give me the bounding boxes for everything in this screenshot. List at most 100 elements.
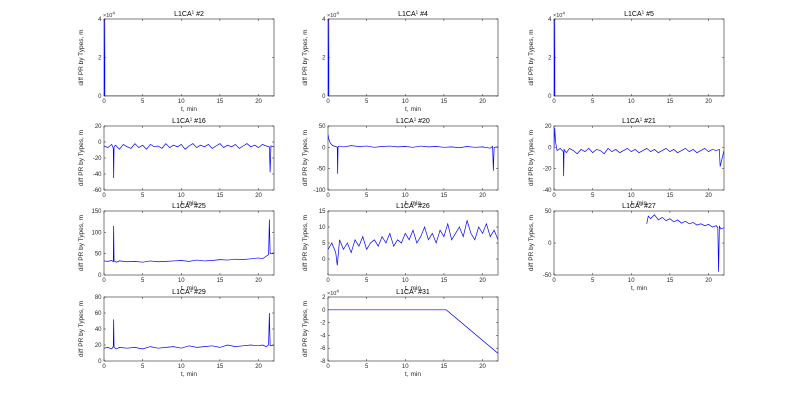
x-tick-label: 10 — [628, 193, 635, 199]
y-tick-label: 2 — [98, 56, 102, 62]
series-line — [328, 219, 498, 266]
y-tick-label: 0 — [98, 273, 102, 279]
x-tick-label: 5 — [141, 193, 145, 199]
y-tick-label: 20 — [545, 124, 552, 130]
y-tick-label: -50 — [317, 167, 326, 173]
y-tick-label: 0 — [322, 145, 326, 151]
y-tick-label: 100 — [91, 230, 102, 236]
x-axis-label: t, min — [631, 200, 647, 207]
x-tick-label: 0 — [326, 278, 330, 284]
y-tick-label: -6 — [320, 346, 326, 352]
series-line — [104, 219, 274, 263]
x-axis-label: t, min — [181, 106, 197, 113]
y-tick-label: 0 — [98, 359, 102, 365]
panel-4: 0 5 10 15 20 -60 -40 -20 0 20 L1CA1 #16 t, min diff … — [78, 117, 275, 207]
y-tick-label: 50 — [545, 209, 552, 215]
y-axis-label: diff PR by Types, m — [78, 130, 85, 186]
x-axis-label: t, min — [405, 200, 421, 207]
y-exponent-label: ×104 — [327, 11, 339, 20]
x-tick-label: 10 — [178, 364, 185, 370]
series-line — [646, 214, 724, 272]
y-axis-label: diff PR by Types, m — [528, 215, 535, 271]
plot-area — [553, 210, 725, 276]
x-tick-label: 0 — [102, 193, 106, 199]
y-tick-label: 15 — [319, 209, 326, 215]
x-tick-label: 10 — [402, 99, 409, 105]
panel-title: L1CA1 #16 — [172, 117, 206, 126]
panel-title: L1CA1 #31 — [396, 288, 430, 297]
x-tick-label: 10 — [178, 278, 185, 284]
series-line — [328, 309, 498, 354]
panel-title: L1CA1 #5 — [624, 10, 654, 19]
panel-3: 0 5 10 15 20 0 2 4×104 L1CA1 #5 diff PR by Types,… — [528, 10, 725, 105]
y-tick-label: 2 — [322, 295, 326, 301]
y-tick-label: -4 — [320, 333, 326, 339]
x-tick-label: 15 — [441, 193, 448, 199]
x-tick-label: 15 — [667, 99, 674, 105]
y-tick-label: 4 — [98, 17, 102, 23]
panel-title: L1CA1 #29 — [172, 288, 206, 297]
x-tick-label: 15 — [217, 99, 224, 105]
panel-title: L1CA1 #26 — [396, 202, 430, 211]
x-tick-label: 0 — [552, 193, 556, 199]
panel-title: L1CA1 #21 — [622, 117, 656, 126]
panel-2: 0 5 10 15 20 0 2 4×104 L1CA1 #4 t, min diff PR by … — [302, 10, 499, 113]
y-tick-label: 20 — [95, 124, 102, 130]
y-axis-label: diff PR by Types, m — [528, 29, 535, 85]
y-tick-label: 4 — [322, 17, 326, 23]
x-tick-label: 10 — [402, 193, 409, 199]
x-tick-label: 0 — [552, 278, 556, 284]
x-axis-label: t, min — [181, 371, 197, 378]
x-axis-label: t, min — [405, 285, 421, 292]
x-axis-label: t, min — [181, 200, 197, 207]
series-line — [104, 312, 274, 350]
x-tick-label: 0 — [102, 99, 106, 105]
panel-title: L1CA1 #2 — [174, 10, 204, 19]
x-tick-label: 10 — [628, 99, 635, 105]
x-tick-label: 20 — [255, 193, 262, 199]
plot-area — [553, 18, 725, 97]
x-axis-label: t, min — [631, 285, 647, 292]
x-tick-label: 5 — [365, 278, 369, 284]
x-tick-label: 5 — [141, 364, 145, 370]
y-axis-label: diff PR by Types, m — [302, 29, 309, 85]
y-tick-label: 40 — [95, 327, 102, 333]
y-exponent-label: ×104 — [553, 11, 565, 20]
x-tick-label: 20 — [255, 99, 262, 105]
series-line — [328, 134, 498, 174]
plot-area — [327, 125, 499, 191]
y-axis-label: diff PR by Types, m — [302, 130, 309, 186]
plot-area — [327, 210, 499, 276]
panel-6: 0 5 10 15 20 -40 -20 0 20 L1CA1 #21 t, min diff PR … — [528, 117, 725, 207]
x-tick-label: 15 — [217, 278, 224, 284]
y-tick-label: 0 — [98, 140, 102, 146]
x-tick-label: 20 — [479, 278, 486, 284]
y-tick-label: 0 — [548, 94, 552, 100]
x-axis-label: t, min — [181, 285, 197, 292]
x-tick-label: 0 — [326, 364, 330, 370]
y-tick-label: 0 — [322, 94, 326, 100]
x-tick-label: 15 — [667, 193, 674, 199]
y-tick-label: 2 — [322, 56, 326, 62]
plot-area — [103, 296, 275, 362]
x-tick-label: 5 — [591, 193, 595, 199]
y-tick-label: 0 — [548, 145, 552, 151]
plot-area — [553, 125, 725, 191]
panel-title: L1CA1 #27 — [622, 202, 656, 211]
y-tick-label: 2 — [548, 56, 552, 62]
y-tick-label: -100 — [313, 188, 326, 194]
y-axis-label: diff PR by Types, m — [78, 29, 85, 85]
x-tick-label: 10 — [402, 364, 409, 370]
y-tick-label: -20 — [93, 156, 102, 162]
series-line — [554, 19, 724, 96]
x-tick-label: 20 — [479, 193, 486, 199]
y-tick-label: -8 — [320, 359, 326, 365]
x-tick-label: 5 — [365, 193, 369, 199]
x-tick-label: 15 — [217, 193, 224, 199]
plot-area — [327, 18, 499, 97]
y-tick-label: -40 — [543, 188, 552, 194]
x-tick-label: 5 — [365, 364, 369, 370]
